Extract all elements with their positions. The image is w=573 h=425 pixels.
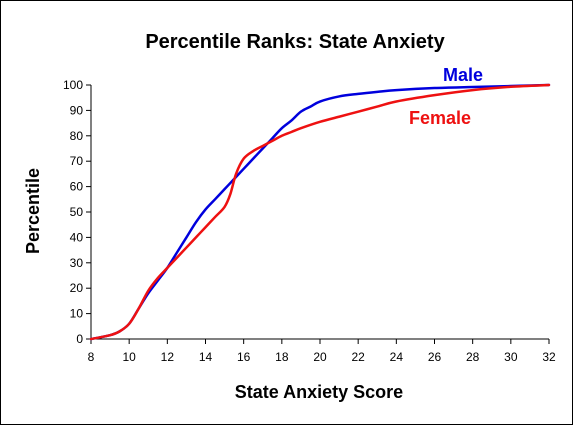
y-tick-label: 10 [70, 307, 84, 321]
x-tick-label: 8 [88, 350, 95, 364]
x-tick-label: 32 [542, 350, 556, 364]
x-tick-label: 30 [504, 350, 518, 364]
x-tick-label: 14 [199, 350, 213, 364]
y-tick-label: 90 [70, 103, 84, 117]
y-tick-label: 60 [70, 180, 84, 194]
y-tick-label: 80 [70, 129, 84, 143]
x-tick-label: 24 [390, 350, 404, 364]
series-line-female [89, 83, 551, 341]
series-label-male: Male [443, 65, 483, 85]
series-lines [89, 83, 551, 341]
y-tick-label: 20 [70, 281, 84, 295]
x-tick-label: 12 [161, 350, 175, 364]
x-tick-label: 18 [275, 350, 289, 364]
y-tick-label: 100 [63, 78, 83, 92]
x-tick-label: 10 [122, 350, 136, 364]
x-axis-title: State Anxiety Score [235, 382, 403, 402]
y-tick-label: 0 [76, 332, 83, 346]
y-tick-label: 70 [70, 154, 84, 168]
chart-title: Percentile Ranks: State Anxiety [145, 31, 445, 53]
axes [90, 85, 549, 340]
x-tick-label: 16 [237, 350, 251, 364]
x-tick-label: 22 [351, 350, 365, 364]
x-tick-label: 20 [313, 350, 327, 364]
x-tick-label: 26 [428, 350, 442, 364]
axis-ticks: 0 10 20 30 40 50 60 70 80 90 100 8 10 12 14 16 18 20 22 24 2… [63, 78, 556, 364]
y-tick-label: 40 [70, 230, 84, 244]
y-tick-label: 30 [70, 256, 84, 270]
series-label-female: Female [409, 108, 471, 128]
y-axis-title: Percentile [23, 168, 43, 254]
series-line-male [89, 83, 551, 341]
y-tick-label: 50 [70, 205, 84, 219]
x-tick-label: 28 [466, 350, 480, 364]
